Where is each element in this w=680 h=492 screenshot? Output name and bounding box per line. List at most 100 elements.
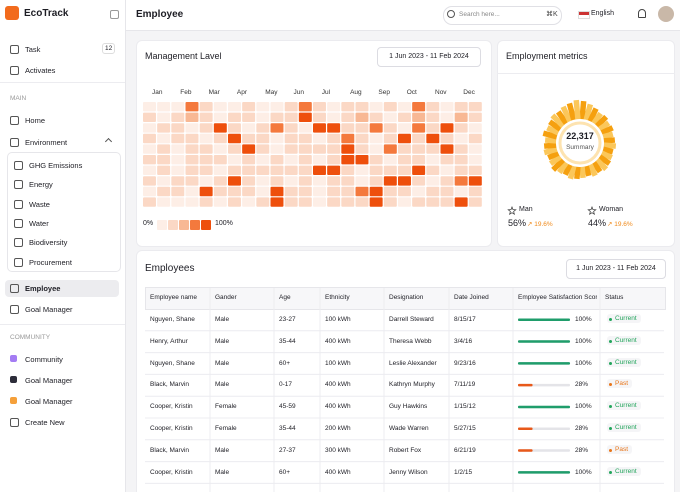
heat-cell [355, 144, 369, 154]
heat-cell [426, 123, 440, 133]
nav-item[interactable]: Energy [29, 180, 53, 190]
language[interactable]: English [591, 10, 614, 17]
heat-cell [256, 186, 270, 197]
heat-cell [242, 133, 256, 144]
heat-cell [270, 176, 284, 186]
heat-cell [440, 197, 454, 207]
page-title: Employee [136, 9, 184, 20]
heat-cell [171, 133, 185, 144]
heat-cell [284, 133, 298, 144]
heat-cell [369, 144, 383, 154]
nav-icon [10, 397, 17, 404]
group-change: ↗ 19.6% [607, 221, 633, 228]
heat-cell [412, 112, 426, 122]
cell: 300 kWh [325, 446, 351, 454]
heat-cell [270, 155, 284, 165]
management-panel [136, 40, 492, 247]
status-dot [609, 427, 612, 430]
heat-cell [284, 144, 298, 154]
nav-item[interactable]: Goal Manager [25, 376, 73, 385]
nav-item[interactable]: Activates [25, 66, 56, 75]
panel-title: Management Lavel [145, 51, 222, 61]
cell: 60+ [279, 359, 291, 367]
donut-bar [543, 142, 557, 149]
nav-item[interactable]: Employee [25, 284, 61, 293]
cell: Male [215, 446, 230, 454]
heat-cell [426, 176, 440, 186]
heat-cell [199, 155, 213, 165]
donut-bar [600, 150, 613, 161]
satisfaction-label: 100% [575, 337, 592, 345]
nav-item[interactable]: Environment [25, 138, 68, 147]
heat-cell [426, 144, 440, 154]
heat-cell [398, 102, 411, 112]
date-range[interactable]: 1 Jun 2023 - 11 Feb 2024 [566, 259, 666, 279]
donut-bar [591, 111, 603, 125]
heat-cell [341, 197, 355, 207]
donut-bar [591, 161, 603, 174]
month-label: Dec [463, 89, 475, 96]
month-label: Nov [435, 89, 447, 96]
heat-cell [383, 112, 397, 122]
nav-item[interactable]: GHG Emissions [29, 161, 83, 170]
total-label: Summary [566, 144, 594, 151]
satisfaction-bar [518, 362, 570, 365]
cell: Female [215, 403, 237, 411]
column-header: Status [605, 294, 624, 301]
date-range[interactable]: 1 Jun 2023 - 11 Feb 2024 [377, 47, 481, 67]
donut-ring [558, 121, 602, 165]
collapse-button[interactable] [110, 10, 119, 19]
heat-cell [298, 144, 312, 154]
nav-item[interactable]: Community [25, 355, 63, 364]
cell: 100 kWh [325, 316, 351, 323]
heat-cell [143, 102, 156, 112]
heat-cell [228, 144, 241, 154]
nav-item[interactable]: Home [25, 116, 46, 125]
section-heading: MAIN [10, 95, 27, 102]
heat-cell [256, 144, 270, 154]
heat-cell [454, 133, 468, 144]
search-box[interactable] [443, 6, 562, 25]
month-label: Mar [208, 89, 220, 96]
heat-cell [398, 144, 411, 154]
submenu [7, 152, 121, 272]
heat-cell [426, 155, 440, 165]
nav-item[interactable]: Biodiversity [29, 238, 68, 248]
heat-cell [468, 112, 482, 122]
heat-cell [157, 197, 171, 207]
heat-cell [468, 123, 482, 133]
nav-item[interactable]: Task [25, 45, 41, 54]
nav-icon [14, 257, 23, 267]
nav-item[interactable]: Create New [25, 418, 65, 427]
month-label: Jan [152, 89, 163, 96]
satisfaction-label: 100% [575, 468, 592, 476]
group-change: ↗ 19.6% [527, 221, 553, 228]
heat-cell [171, 112, 185, 122]
heat-cell [185, 155, 199, 165]
heat-cell [242, 155, 256, 165]
nav-item[interactable]: Goal Manager [25, 397, 73, 406]
avatar[interactable] [658, 6, 674, 22]
heat-cell [213, 197, 227, 207]
donut-bar [587, 163, 598, 177]
heat-cell [369, 176, 383, 186]
bell-icon[interactable] [638, 9, 646, 18]
star-icon [507, 206, 517, 216]
satisfaction-label: 28% [575, 446, 589, 454]
nav-item[interactable]: Procurement [29, 257, 72, 267]
nav-item[interactable]: Water [29, 218, 49, 228]
group-label: Woman [599, 206, 623, 213]
status: Past [607, 379, 633, 389]
status: Current [607, 335, 641, 345]
nav-item[interactable]: Goal Manager [25, 305, 73, 314]
satisfaction-label: 28% [575, 381, 589, 389]
nav-item[interactable]: Waste [29, 199, 50, 209]
cell: 45-59 [279, 403, 296, 411]
heat-cell [412, 133, 426, 144]
heat-cell [256, 165, 270, 175]
heat-cell [242, 197, 256, 207]
nav-icon [10, 116, 19, 125]
divider [497, 73, 675, 74]
heat-cell [171, 165, 185, 175]
